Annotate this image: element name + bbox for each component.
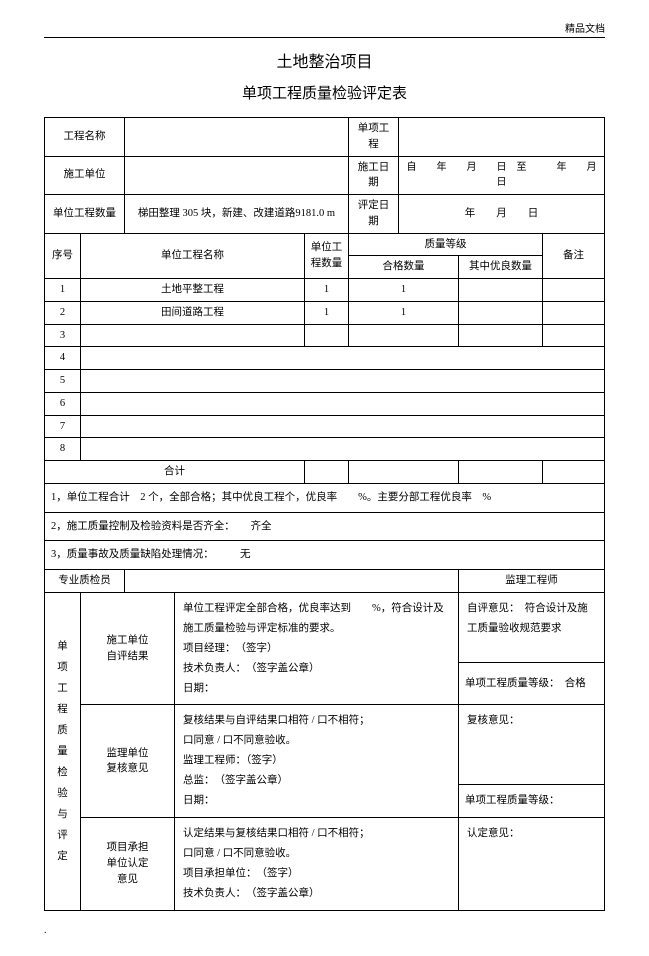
eval-r2-right-bottom: 单项工程质量等级：: [459, 785, 605, 818]
row-seq: 8: [45, 438, 81, 461]
row-merged: [81, 392, 605, 415]
eval-date-value: 年 月 日: [399, 195, 605, 234]
project-name-label: 工程名称: [45, 118, 125, 157]
construction-date-value: 自 年 月 日 至 年 月 日: [399, 156, 605, 195]
construction-unit-value: [125, 156, 349, 195]
spec-inspector-value: [125, 570, 459, 593]
eval-r3-left: 认定结果与复核结果口相符 / 口不相符；口同意 / 口不同意验收。项目承担单位：…: [175, 818, 459, 911]
total-excellent: [459, 461, 543, 484]
row-merged: [81, 415, 605, 438]
row-qty: [305, 324, 349, 347]
unit-eng-count-value: 梯田整理 305 块，新建、改建道路9181.0 m: [125, 195, 349, 234]
note-1: 1，单位工程合计 2 个，全部合格；其中优良工程个，优良率 %。主要分部工程优良…: [45, 483, 605, 512]
col-unit-qty: 单位工程数量: [305, 233, 349, 279]
row-remark: [543, 301, 605, 324]
row-name: 田间道路工程: [81, 301, 305, 324]
row-seq: 3: [45, 324, 81, 347]
total-label: 合计: [45, 461, 305, 484]
row-excellent: [459, 301, 543, 324]
row-qty: 1: [305, 301, 349, 324]
eval-r1-l2: 自评结果: [107, 651, 149, 662]
row-seq: 2: [45, 301, 81, 324]
eval-date-label: 评定日期: [349, 195, 399, 234]
row-seq: 7: [45, 415, 81, 438]
single-project-value: [399, 118, 605, 157]
eval-r1-l1: 施工单位: [107, 635, 149, 646]
spec-inspector-label: 专业质检员: [45, 570, 125, 593]
row-seq: 5: [45, 370, 81, 393]
project-name-value: [125, 118, 349, 157]
eval-r2-l2: 复核意见: [107, 763, 149, 774]
eval-r3-l2: 单位认定: [107, 858, 149, 869]
col-seq: 序号: [45, 233, 81, 279]
eval-r2-label: 监理单位 复核意见: [81, 705, 175, 818]
table-row: 1 土地平整工程 1 1: [45, 279, 605, 302]
col-excellent-qty: 其中优良数量: [459, 256, 543, 279]
table-row: 4: [45, 347, 605, 370]
eval-r2-l1: 监理单位: [107, 748, 149, 759]
eval-r1-label: 施工单位 自评结果: [81, 592, 175, 705]
table-row: 5: [45, 370, 605, 393]
note-3: 3，质量事故及质量缺陷处理情况： 无: [45, 541, 605, 570]
row-qualified: [349, 324, 459, 347]
eval-r1-right-bottom: 单项工程质量等级： 合格: [459, 662, 605, 705]
main-table: 工程名称 单项工程 施工单位 施工日期 自 年 月 日 至 年 月 日 单位工程…: [44, 117, 605, 911]
eval-r1-left: 单位工程评定全部合格，优良率达到 %，符合设计及施工质量检验与评定标准的要求。项…: [175, 592, 459, 705]
col-quality-grade: 质量等级: [349, 233, 543, 256]
table-row: 8: [45, 438, 605, 461]
row-merged: [81, 370, 605, 393]
row-excellent: [459, 279, 543, 302]
title-line-1: 土地整治项目: [44, 48, 605, 72]
eval-r3-l3: 意见: [117, 874, 138, 885]
eval-r2-left: 复核结果与自评结果口相符 / 口不相符；口同意 / 口不同意验收。监理工程师：（…: [175, 705, 459, 818]
total-qualified: [349, 461, 459, 484]
row-seq: 4: [45, 347, 81, 370]
row-remark: [543, 279, 605, 302]
row-excellent: [459, 324, 543, 347]
row-seq: 1: [45, 279, 81, 302]
total-remark: [543, 461, 605, 484]
table-row: 3: [45, 324, 605, 347]
title-line-2: 单项工程质量检验评定表: [44, 82, 605, 103]
row-merged: [81, 438, 605, 461]
header-mark: 精品文档: [44, 20, 605, 38]
row-qualified: 1: [349, 301, 459, 324]
unit-eng-count-label: 单位工程数量: [45, 195, 125, 234]
eval-r3-right: 认定意见：: [459, 818, 605, 911]
table-row: 2 田间道路工程 1 1: [45, 301, 605, 324]
row-qualified: 1: [349, 279, 459, 302]
total-qty: [305, 461, 349, 484]
single-project-label: 单项工程: [349, 118, 399, 157]
super-engineer-label: 监理工程师: [459, 570, 605, 593]
row-name: 土地平整工程: [81, 279, 305, 302]
eval-r3-l1: 项目承担: [107, 842, 149, 853]
construction-unit-label: 施工单位: [45, 156, 125, 195]
row-merged: [81, 347, 605, 370]
footer-dot: .: [44, 925, 605, 936]
table-row: 6: [45, 392, 605, 415]
col-unit-name: 单位工程名称: [81, 233, 305, 279]
col-remark: 备注: [543, 233, 605, 279]
row-remark: [543, 324, 605, 347]
row-name: [81, 324, 305, 347]
col-qualified-qty: 合格数量: [349, 256, 459, 279]
eval-r2-right-top: 复核意见：: [459, 705, 605, 785]
side-label-text: 单项工程质量检验与评定: [57, 641, 68, 862]
eval-r1-right-top: 自评意见： 符合设计及施工质量验收规范要求: [459, 592, 605, 662]
row-qty: 1: [305, 279, 349, 302]
table-row: 7: [45, 415, 605, 438]
eval-r3-label: 项目承担 单位认定 意见: [81, 818, 175, 911]
row-seq: 6: [45, 392, 81, 415]
note-2: 2，施工质量控制及检验资料是否齐全： 齐全: [45, 512, 605, 541]
eval-side-label: 单项工程质量检验与评定: [45, 592, 81, 910]
construction-date-label: 施工日期: [349, 156, 399, 195]
